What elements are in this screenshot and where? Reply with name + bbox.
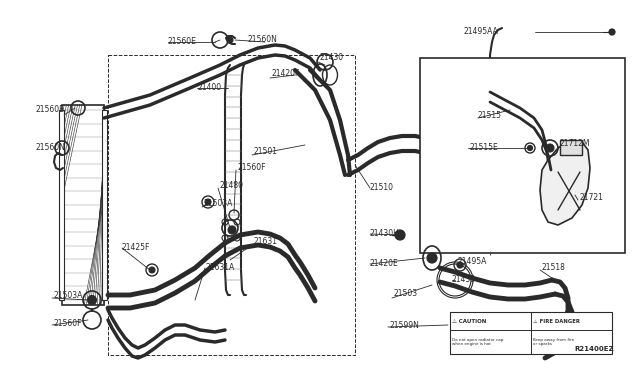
Text: 21400: 21400: [197, 83, 221, 93]
Text: 21503: 21503: [394, 289, 418, 298]
Text: Do not open radiator cap
when engine is hot: Do not open radiator cap when engine is …: [452, 338, 504, 346]
Text: 21560F: 21560F: [237, 163, 266, 171]
Text: 21420E: 21420E: [370, 259, 399, 267]
Circle shape: [546, 144, 554, 152]
Text: 21510: 21510: [370, 183, 394, 192]
Circle shape: [88, 295, 97, 305]
Text: 21518: 21518: [541, 263, 565, 273]
Bar: [560, 140, 582, 155]
Text: 21480: 21480: [220, 182, 244, 190]
Circle shape: [227, 37, 233, 43]
Bar: [59, 110, 64, 300]
Text: 21631A: 21631A: [206, 263, 236, 272]
Text: 21560E: 21560E: [35, 106, 64, 115]
Text: 21495AA: 21495AA: [464, 26, 499, 35]
Circle shape: [527, 145, 532, 151]
Text: 21599N: 21599N: [390, 321, 420, 330]
Text: 21560E: 21560E: [168, 38, 197, 46]
Text: 21560F: 21560F: [54, 318, 83, 327]
Bar: [62, 105, 104, 305]
Text: 21425F: 21425F: [122, 243, 150, 251]
Text: 21501: 21501: [253, 148, 277, 157]
Text: ⚠ CAUTION: ⚠ CAUTION: [452, 318, 486, 324]
Text: 21503A: 21503A: [54, 291, 83, 299]
Text: 21515: 21515: [478, 112, 502, 121]
Bar: [420, 58, 625, 253]
Circle shape: [427, 253, 437, 263]
Text: 21503A: 21503A: [204, 199, 234, 208]
Text: 21721: 21721: [580, 193, 604, 202]
Text: ⚠ FIRE DANGER: ⚠ FIRE DANGER: [533, 318, 580, 324]
Text: 21515E: 21515E: [470, 142, 499, 151]
Bar: [102, 110, 107, 300]
Text: 21435: 21435: [452, 275, 476, 283]
Text: 21560N: 21560N: [248, 35, 278, 45]
Text: 21712M: 21712M: [560, 140, 591, 148]
Text: Keep away from fire
or sparks: Keep away from fire or sparks: [533, 338, 574, 346]
Circle shape: [395, 230, 405, 240]
Text: 21560N: 21560N: [35, 144, 65, 153]
Text: R21400EZ: R21400EZ: [574, 346, 614, 352]
Polygon shape: [540, 140, 590, 225]
Circle shape: [609, 29, 615, 35]
Bar: [450, 312, 612, 354]
Circle shape: [228, 226, 236, 234]
Text: 21420F: 21420F: [272, 70, 300, 78]
Text: 21430H: 21430H: [370, 228, 400, 237]
Text: 21430: 21430: [320, 52, 344, 61]
Text: 21631: 21631: [253, 237, 277, 247]
Text: 21495A: 21495A: [458, 257, 488, 266]
Circle shape: [457, 262, 463, 268]
Circle shape: [149, 267, 155, 273]
Circle shape: [205, 199, 211, 205]
